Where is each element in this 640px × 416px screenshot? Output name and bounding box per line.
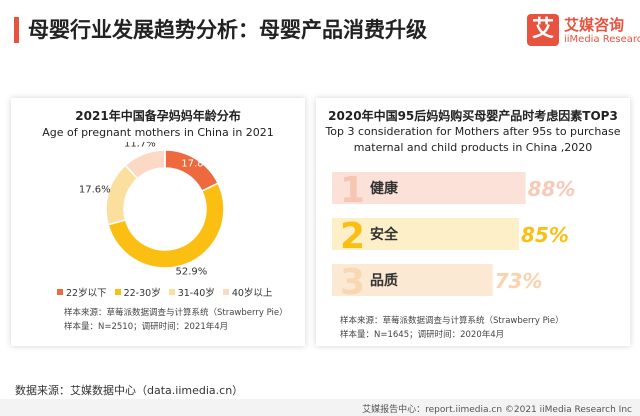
left-sample-size: 样本量：N=2510；调研时间：2021年4月 [64, 322, 229, 332]
legend-item: 31-40岁 [168, 285, 215, 299]
logo-mark-icon: 艾 [527, 14, 559, 46]
donut-chart: 17.8% 52.9% 17.6% 11.7% [79, 142, 225, 278]
header: 母婴行业发展趋势分析：母婴产品消费升级 艾 艾媒咨询 iiMedia Resea… [0, 0, 640, 62]
footer-copyright: 艾媒报告中心：report.iimedia.cn ©2021 iiMedia R… [362, 405, 632, 415]
factor-label: 健康 [370, 180, 399, 197]
donut-legend: 22岁以下 22-30岁 31-40岁 40岁以上 [57, 285, 297, 299]
factor-label: 品质 [370, 272, 398, 289]
legend-label: 40岁以上 [231, 288, 273, 299]
legend-swatch [57, 289, 63, 295]
data-source: 数据来源：艾媒数据中心（data.iimedia.cn） [15, 384, 244, 397]
legend-swatch [114, 289, 121, 295]
legend-swatch [222, 289, 229, 295]
age-distribution-card: 2021年中国备孕妈妈年龄分布 Age of pregnant mothers … [11, 98, 305, 346]
factor-bar [332, 172, 526, 204]
footer-bar [0, 399, 640, 416]
right-sample-size: 样本量：N=1645；调研时间：2020年4月 [340, 330, 505, 340]
rank-number: 1 [340, 170, 365, 211]
factor-bar [332, 218, 519, 250]
factor-value-label: 85% [521, 223, 569, 247]
title-accent-bar [14, 17, 19, 43]
bar-chart-title: 2020年中国95后妈妈购买母婴产品时考虑因素TOP3 [328, 109, 618, 123]
left-sample-source: 样本来源：草莓派数据调查与计算系统（Strawberry Pie） [64, 308, 288, 318]
legend-item: 40岁以上 [222, 285, 273, 299]
rank-number: 2 [340, 216, 365, 257]
legend-label: 22-30岁 [123, 288, 161, 299]
iimedia-logo: 艾 艾媒咨询 iiMedia Research [527, 14, 640, 50]
page-title: 母婴行业发展趋势分析：母婴产品消费升级 [28, 18, 427, 42]
legend-label: 22岁以下 [66, 288, 107, 299]
donut-chart-subtitle: Age of pregnant mothers in China in 2021 [42, 126, 274, 139]
bar-chart-subtitle-line1: Top 3 consideration for Mothers after 95… [325, 125, 621, 138]
factor-label: 安全 [370, 226, 399, 243]
rank-number: 3 [340, 262, 365, 303]
legend-item: 22岁以下 [57, 285, 107, 299]
slice-value-label: 17.8% [181, 159, 213, 170]
donut-chart-title: 2021年中国备孕妈妈年龄分布 [75, 109, 241, 123]
bar-chart-subtitle-line2: maternal and child products in China ,20… [353, 141, 593, 154]
legend-swatch [168, 289, 175, 295]
slice-value-label: 17.6% [79, 184, 111, 195]
factor-bar [332, 264, 493, 296]
donut-slice [107, 182, 225, 269]
logo-text-en: iiMedia Research [564, 34, 640, 45]
legend-item: 22-30岁 [114, 285, 161, 299]
donut-slice [164, 149, 220, 193]
factor-value-label: 88% [528, 177, 576, 201]
purchase-factors-card: 2020年中国95后妈妈购买母婴产品时考虑因素TOP3 Top 3 consid… [316, 98, 630, 346]
right-sample-source: 样本来源：草莓派数据调查与计算系统（Strawberry Pie） [340, 316, 564, 326]
factor-bar-chart: 1 健康 88% 2 安全 85% 3 品质 73% [332, 170, 576, 303]
legend-label: 31-40岁 [177, 288, 215, 299]
factor-value-label: 73% [495, 269, 543, 293]
donut-slice [124, 149, 166, 180]
slice-value-label: 52.9% [175, 267, 207, 278]
slice-value-label: 11.7% [124, 142, 156, 150]
logo-text-cn: 艾媒咨询 [564, 16, 625, 34]
